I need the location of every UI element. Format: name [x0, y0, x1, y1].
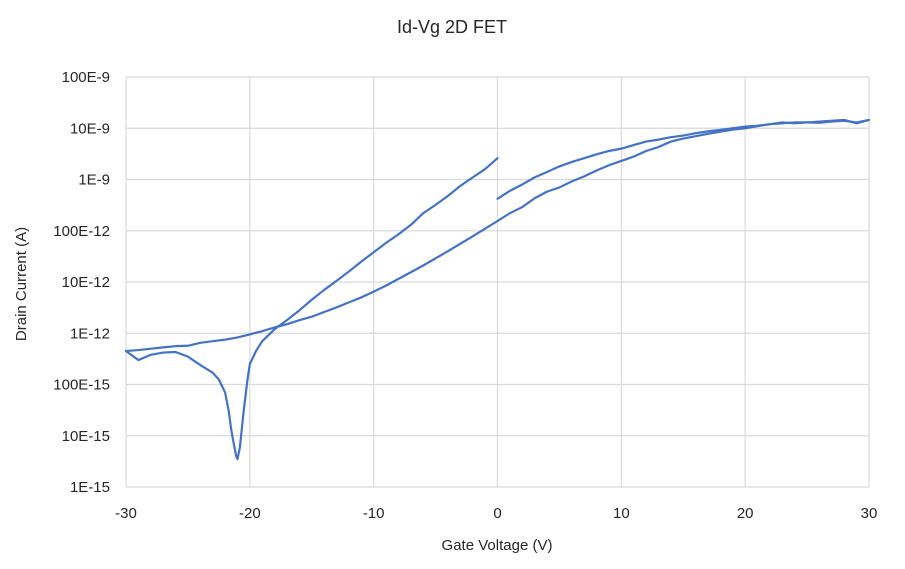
x-tick-label: -30 — [115, 505, 137, 522]
y-tick-label: 100E-12 — [53, 223, 110, 240]
y-tick-label: 100E-15 — [53, 377, 110, 394]
x-tick-label: 30 — [861, 505, 878, 522]
y-tick-label: 100E-9 — [62, 69, 110, 86]
y-tick-label: 10E-12 — [62, 274, 110, 291]
x-axis-title: Gate Voltage (V) — [442, 537, 553, 554]
plot-series — [124, 118, 871, 461]
x-tick-label: 20 — [737, 505, 754, 522]
y-axis-ticks: 1E-15 10E-15 100E-15 1E-12 10E-12 100E-12 1E-9… — [53, 69, 110, 496]
series-line-1 — [124, 157, 499, 461]
chart-title: Id-Vg 2D FET — [397, 17, 507, 37]
y-tick-label: 10E-9 — [70, 120, 110, 137]
y-tick-label: 1E-12 — [70, 325, 110, 342]
y-tick-label: 1E-15 — [70, 479, 110, 496]
series-line-4 — [496, 118, 871, 200]
x-tick-label: -10 — [363, 505, 385, 522]
x-tick-label: 0 — [493, 505, 501, 522]
y-gridlines — [126, 76, 869, 488]
x-tick-label: -20 — [239, 505, 261, 522]
y-tick-label: 1E-9 — [78, 172, 110, 189]
y-axis-title: Drain Current (A) — [13, 227, 30, 341]
y-tick-label: 10E-15 — [62, 428, 110, 445]
x-tick-label: 10 — [613, 505, 630, 522]
x-axis-ticks: -30 -20 -10 0 10 20 30 — [115, 505, 877, 522]
series-line-2 — [124, 219, 499, 353]
